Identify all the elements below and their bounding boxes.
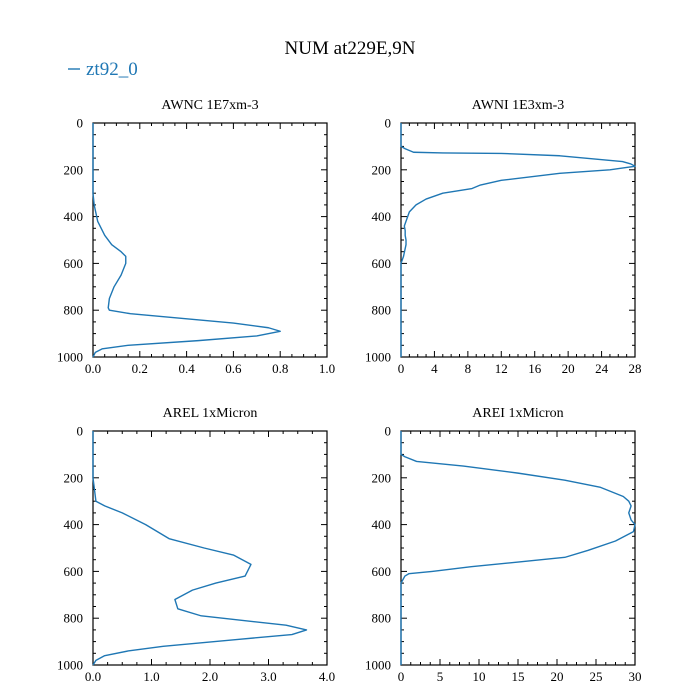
panel-arel: AREL 1xMicron 0.0 1.0 2.0 3.0 4.0 0 200 400 600 80… [57, 406, 335, 684]
x-tick-label: 20 [562, 361, 575, 376]
x-tick-label: 16 [528, 361, 542, 376]
x-tick-label: 5 [437, 669, 444, 684]
x-tick-label: 4 [431, 361, 438, 376]
y-tick-label: 600 [372, 564, 392, 579]
y-tick-label: 1000 [365, 350, 391, 365]
y-tick-label: 800 [372, 611, 392, 626]
x-tick-label: 4.0 [319, 669, 335, 684]
y-tick-label: 1000 [365, 658, 391, 673]
y-tick-label: 0 [385, 116, 392, 131]
legend-entry-zt92-0: zt92_0 [86, 59, 138, 80]
x-tick-label: 10 [473, 669, 486, 684]
plot-frame-arel [92, 430, 328, 666]
plot-frame-arei [400, 430, 636, 666]
panels: AWNC 1E7xm-30.0 0.2 0.4 0.6 0.8 1.00200400600… [57, 98, 642, 684]
y-tick-label: 200 [64, 470, 84, 485]
y-tick-label: 0 [385, 424, 392, 439]
y-tick-label: 400 [372, 209, 392, 224]
x-tick-label: 0.6 [225, 361, 242, 376]
panel-title-arei: AREI 1xMicron [472, 406, 563, 421]
y-tick-label: 1000 [57, 350, 83, 365]
y-tick-label: 800 [372, 303, 392, 318]
x-tick-label: 2.0 [202, 669, 218, 684]
y-tick-label: 400 [372, 517, 392, 532]
x-tick-label: 0 [398, 361, 405, 376]
x-tick-label: 3.0 [260, 669, 276, 684]
x-tick-label: 25 [590, 669, 603, 684]
figure-title: NUM at229E,9N [285, 38, 416, 59]
plot-frame-awni [400, 122, 636, 358]
x-tick-label: 20 [551, 669, 564, 684]
x-tick-label: 12 [495, 361, 508, 376]
panel-awnc: AWNC 1E7xm-3 0.0 0.2 0.4 0.6 0.8 1.0 0 200 400 600… [57, 98, 335, 376]
panel-title-arel: AREL 1xMicron [163, 406, 258, 421]
y-tick-label: 600 [64, 564, 84, 579]
x-tick-label: 30 [629, 669, 642, 684]
y-tick-label: 800 [64, 611, 84, 626]
series-line-zt92-0-awnc [92, 123, 281, 358]
x-tick-label: 1.0 [143, 669, 159, 684]
series-line-zt92-0-arel [92, 431, 308, 666]
x-tick-label: 0 [398, 669, 405, 684]
y-tick-label: 0 [77, 116, 84, 131]
y-tick-label: 200 [64, 162, 84, 177]
x-tick-label: 0.8 [272, 361, 288, 376]
y-tick-label: 800 [64, 303, 84, 318]
y-tick-label: 400 [64, 517, 84, 532]
y-tick-label: 200 [372, 470, 392, 485]
y-tick-label: 200 [372, 162, 392, 177]
y-tick-label: 600 [372, 256, 392, 271]
series-line-zt92-0-awni [400, 123, 636, 357]
series-line-zt92-0-arei [400, 431, 636, 665]
x-tick-label: 28 [629, 361, 642, 376]
x-tick-label: 0.4 [178, 361, 195, 376]
y-tick-label: 400 [64, 209, 84, 224]
legend: zt92_0 [68, 59, 138, 80]
y-tick-label: 0 [77, 424, 84, 439]
plot-frame-awnc [92, 122, 328, 358]
panel-arei: AREI 1xMicron 0 5 10 15 20 25 30 0 200 400 600 800 10… [365, 406, 642, 684]
x-tick-label: 1.0 [319, 361, 335, 376]
panel-title-awnc: AWNC 1E7xm-3 [161, 98, 258, 113]
x-tick-label: 24 [595, 361, 609, 376]
panel-awni: AWNI 1E3xm-3 0 4 8 12 16 20 24 28 0 200 400 600 800 10… [365, 98, 642, 376]
y-tick-label: 600 [64, 256, 84, 271]
x-tick-label: 0.0 [85, 361, 101, 376]
x-tick-label: 8 [465, 361, 472, 376]
panel-title-awni: AWNI 1E3xm-3 [472, 98, 565, 113]
y-tick-label: 1000 [57, 658, 83, 673]
x-tick-label: 0.2 [132, 361, 148, 376]
x-tick-label: 15 [512, 669, 525, 684]
x-tick-label: 0.0 [85, 669, 101, 684]
